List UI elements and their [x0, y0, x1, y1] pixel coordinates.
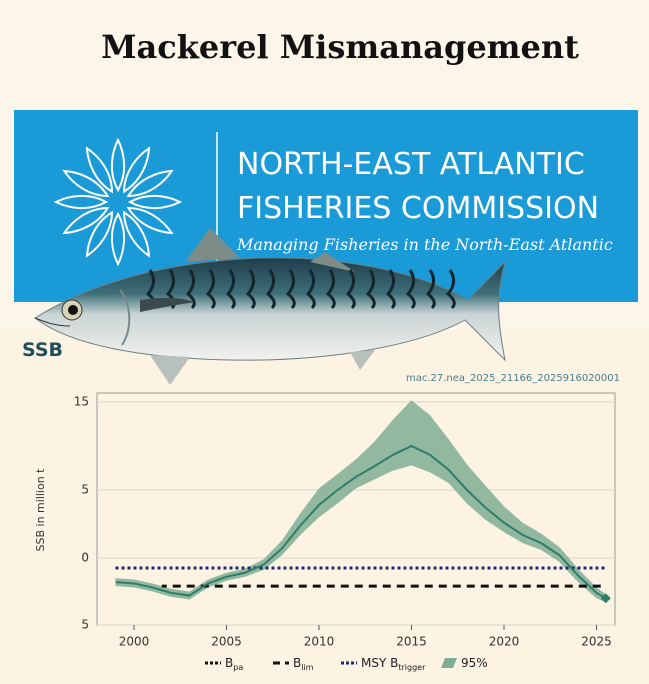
logo-petal: [122, 210, 151, 258]
legend-name: B: [225, 656, 233, 670]
ssb-line: [115, 444, 607, 600]
logo-petal: [122, 146, 151, 194]
logo-petal: [111, 211, 125, 267]
legend-sub: lim: [301, 663, 313, 672]
fish-stripe: [405, 269, 416, 310]
legend-label: Blim: [293, 656, 314, 672]
legend-label: Bpa: [225, 656, 243, 672]
legend-name: B: [293, 656, 301, 670]
logo-petal: [111, 137, 125, 193]
x-tick-label: 2010: [304, 635, 335, 649]
legend-swatch: [441, 658, 457, 668]
logo-petal: [62, 206, 110, 235]
legend-sub: trigger: [398, 663, 426, 672]
logo-petal: [85, 210, 114, 258]
chart-code: mac.27.nea_2025_21166_2025916020001: [406, 373, 620, 384]
page-title: Mackerel Mismanagement: [101, 28, 579, 66]
logo-petal: [126, 206, 174, 235]
legend-label: MSY Btrigger: [361, 656, 426, 672]
fish-stripe: [365, 269, 376, 310]
x-tick-label: 2020: [489, 635, 520, 649]
x-tick-label: 2015: [396, 635, 427, 649]
banner-line1: NORTH-EAST ATLANTIC: [237, 147, 585, 182]
chart-title: SSB: [22, 339, 63, 361]
fish-stripe: [345, 269, 356, 310]
fish-stripe: [225, 269, 236, 310]
fish-stripe: [385, 269, 396, 310]
fish-stripe: [205, 269, 216, 310]
fish-stripe: [445, 269, 456, 310]
legend-name: MSY B: [361, 656, 398, 670]
logo-petal: [127, 195, 183, 209]
logo-petal: [62, 169, 110, 198]
fish: [34, 228, 506, 385]
legend-label: 95%: [461, 656, 488, 670]
legend-sub: pa: [233, 663, 243, 672]
fish-stripe: [305, 269, 316, 310]
x-tick-label: 2005: [211, 635, 242, 649]
banner-line2: FISHERIES COMMISSION: [237, 191, 599, 226]
fish-stripe: [285, 269, 296, 310]
logo: [53, 137, 183, 267]
y-tick-label: 5: [81, 618, 89, 632]
logo-petal: [126, 169, 174, 198]
y-tick-label: 5: [81, 483, 89, 497]
fish-stripe: [185, 269, 196, 310]
y-tick-label: 0: [81, 551, 89, 565]
last-point: [600, 593, 611, 604]
banner-tagline: Managing Fisheries in the North-East Atl…: [236, 235, 613, 254]
logo-petal: [85, 146, 114, 194]
logo-petal: [53, 195, 109, 209]
fish-stripe: [245, 269, 256, 310]
y-axis-label: SSB in million t: [34, 468, 47, 552]
y-tick-label: 15: [74, 395, 89, 409]
x-tick-label: 2025: [581, 635, 612, 649]
fish-stripe: [325, 269, 336, 310]
fish-stripe: [265, 269, 276, 310]
fish-stripe: [425, 269, 436, 310]
x-tick-label: 2000: [119, 635, 150, 649]
